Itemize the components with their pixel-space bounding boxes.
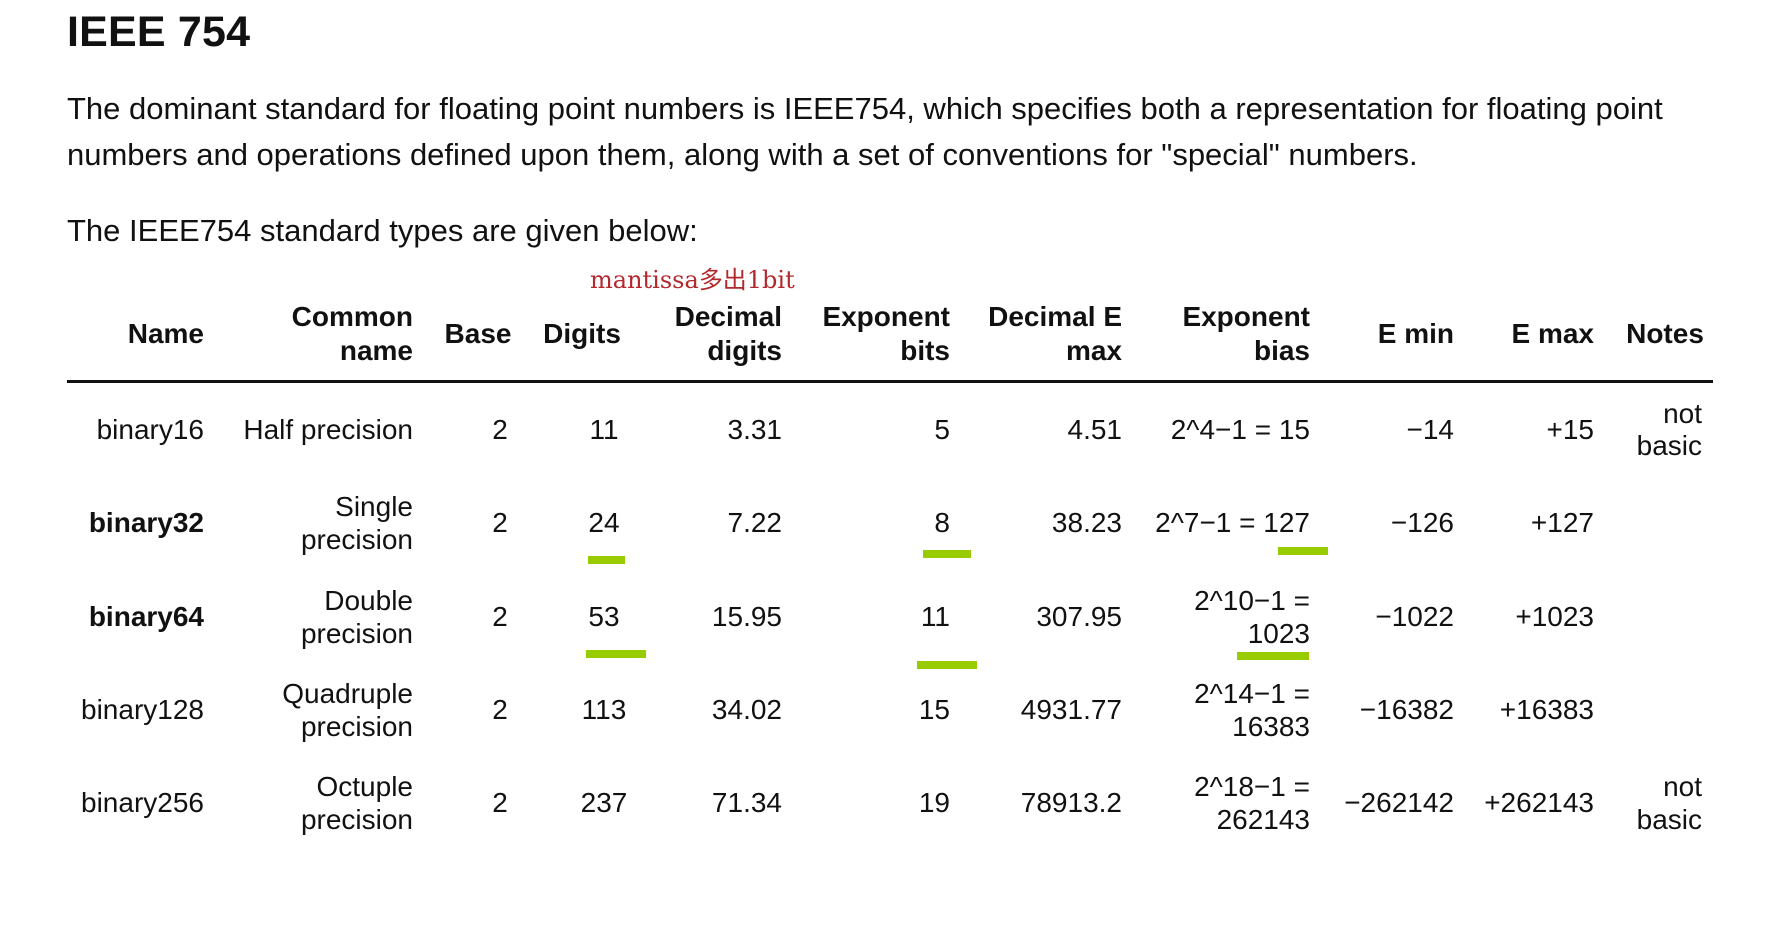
cell-digits: 237 [580,787,628,818]
cell-exponent-bits: 15 [918,694,950,725]
cell-name: binary128 [81,694,204,725]
cell-common-name-1: Quadruple [282,678,413,709]
highlight-expbits-binary64 [917,661,977,669]
cell-common-name-2: precision [300,804,413,835]
cell-base: 2 [492,694,508,725]
highlight-digits-binary32 [588,556,625,564]
cell-notes-2: basic [1636,430,1702,461]
cell-notes-1: not [1663,398,1702,429]
cell-common-name: Half precision [243,414,413,445]
cell-e-max: +262143 [1484,787,1594,818]
cell-e-min: −126 [1390,507,1454,538]
header-decimal-e-max-2: max [1065,335,1122,366]
cell-exponent-bias: 2^4−1 = 15 [1170,414,1310,445]
cell-base: 2 [492,414,508,445]
cell-e-min: −1022 [1375,601,1454,632]
highlight-digits-binary64 [586,650,646,658]
cell-exponent-bits: 8 [934,507,950,538]
handwritten-annotation: mantissa多出1bit [590,266,795,294]
cell-exponent-bias-1: 2^10−1 = [1194,585,1310,616]
cell-e-min: −16382 [1359,694,1454,725]
highlight-expbias-binary32 [1278,547,1328,555]
cell-digits: 53 [588,601,620,632]
cell-digits: 24 [588,507,620,538]
cell-name: binary64 [88,601,204,632]
cell-decimal-digits: 71.34 [711,787,782,818]
cell-notes-2: basic [1636,804,1702,835]
cell-common-name-1: Single [335,491,413,522]
cell-exponent-bits: 19 [918,787,950,818]
cell-exponent-bias-1: 2^18−1 = [1194,771,1310,802]
cell-decimal-digits: 34.02 [711,694,782,725]
cell-decimal-digits: 3.31 [727,414,783,445]
cell-common-name-2: precision [300,711,413,742]
header-exponent-bias-1: Exponent [1182,301,1310,332]
cell-exponent-bias-2: 16383 [1232,711,1310,742]
cell-decimal-e-max: 307.95 [1036,601,1122,632]
header-exponent-bits-2: bits [900,335,950,366]
cell-notes-1: not [1663,771,1702,802]
cell-name: binary16 [96,414,204,445]
header-e-min: E min [1377,318,1454,349]
cell-decimal-e-max: 78913.2 [1020,787,1122,818]
cell-common-name-1: Double [324,585,413,616]
header-exponent-bias-2: bias [1253,335,1310,366]
cell-decimal-digits: 15.95 [711,601,782,632]
cell-exponent-bits: 5 [934,414,950,445]
page-title: IEEE 754 [67,8,251,56]
header-common-name-1: Common [291,301,413,332]
cell-exponent-bias: 2^7−1 = 127 [1155,507,1310,538]
cell-name: binary256 [81,787,204,818]
header-exponent-bits-1: Exponent [822,301,950,332]
header-name: Name [127,318,204,349]
cell-base: 2 [492,601,508,632]
cell-digits: 11 [589,414,619,445]
highlight-expbits-binary32 [923,550,971,558]
cell-common-name-2: precision [300,618,413,649]
cell-exponent-bias-2: 262143 [1216,804,1310,835]
intro-paragraph: The dominant standard for floating point… [67,91,1663,172]
cell-exponent-bias-2: 1023 [1247,618,1310,649]
header-decimal-e-max-1: Decimal E [988,301,1122,332]
header-divider [67,380,1713,383]
cell-e-max: +127 [1530,507,1594,538]
cell-e-max: +16383 [1499,694,1594,725]
cell-decimal-e-max: 38.23 [1051,507,1122,538]
header-base: Base [444,318,512,349]
cell-exponent-bits: 11 [920,601,950,632]
table-intro: The IEEE754 standard types are given bel… [67,213,698,248]
header-decimal-digits-1: Decimal [674,301,782,332]
header-digits: Digits [543,318,621,349]
header-e-max: E max [1511,318,1595,349]
cell-common-name-2: precision [300,524,413,555]
cell-e-min: −14 [1406,414,1455,445]
cell-base: 2 [492,507,508,538]
cell-e-max: +1023 [1515,601,1594,632]
cell-common-name-1: Octuple [316,771,414,802]
cell-digits: 113 [581,694,627,725]
header-notes: Notes [1626,318,1704,349]
cell-decimal-e-max: 4.51 [1067,414,1123,445]
cell-exponent-bias-1: 2^14−1 = [1194,678,1310,709]
cell-name: binary32 [88,507,204,538]
highlight-expbias-binary64 [1237,652,1309,660]
header-decimal-digits-2: digits [707,335,782,366]
cell-base: 2 [492,787,508,818]
cell-e-max: +15 [1546,414,1595,445]
header-common-name-2: name [339,335,413,366]
cell-decimal-e-max: 4931.77 [1020,694,1122,725]
cell-e-min: −262142 [1344,787,1454,818]
cell-decimal-digits: 7.22 [727,507,783,538]
